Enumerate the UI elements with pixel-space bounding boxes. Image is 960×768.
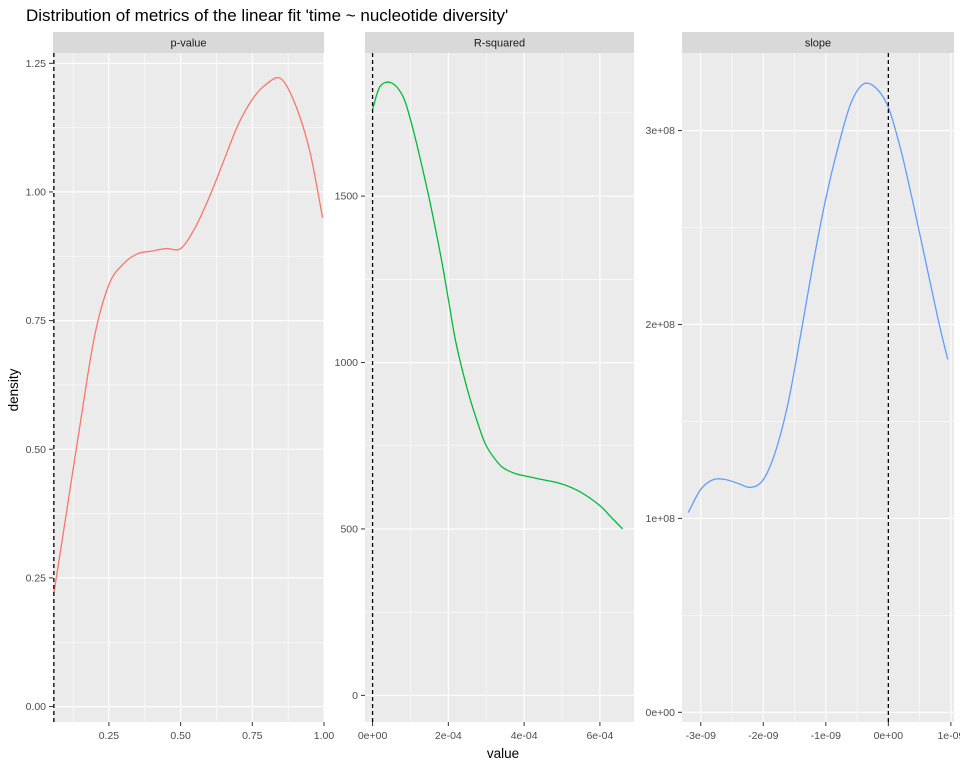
- y-tick-label: 0.75: [26, 315, 47, 327]
- x-tick-label: 1e-09: [937, 730, 960, 742]
- facet-strip: [365, 32, 634, 53]
- facet-panel-slope: slope -3e-09 -2e-09 -1e-09 0e+00 1e-09 0e+00 1e…: [646, 32, 960, 742]
- x-axis-title: value: [487, 746, 519, 761]
- y-tick-label: 1.00: [26, 186, 47, 198]
- panel-background: [682, 53, 954, 722]
- facet-strip: [682, 32, 954, 53]
- x-tick-label: 2e-04: [435, 730, 462, 742]
- y-tick-label: 0.25: [26, 572, 47, 584]
- y-tick-label: 1500: [335, 191, 359, 203]
- facet-strip: [53, 32, 324, 53]
- x-tick-label: 0.25: [99, 730, 120, 742]
- y-tick-label: 3e+08: [646, 125, 676, 137]
- x-tick-label: -2e-09: [748, 730, 779, 742]
- density-line-r-squared: [371, 81, 624, 530]
- y-tick-label: 0e+00: [646, 707, 676, 719]
- y-tick-label: 2e+08: [646, 319, 676, 331]
- panel-background: [365, 53, 634, 722]
- y-tick-label: 0: [352, 690, 358, 702]
- facet-strip-label: R-squared: [474, 38, 525, 50]
- y-tick-label: 0.00: [26, 701, 47, 713]
- facet-panel-p-value: p-value 0.25 0.50 0.75 1.00 0.00 0.25 0.50 0.75 1…: [26, 32, 335, 742]
- x-tick-label: -3e-09: [686, 730, 717, 742]
- x-tick-label: -1e-09: [811, 730, 842, 742]
- density-line-p-value: [53, 76, 324, 594]
- x-tick-label: 0.50: [170, 730, 191, 742]
- x-tick-label: 0.75: [242, 730, 263, 742]
- facet-panel-r-squared: R-squared 0e+00 2e-04 4e-04 6e-04 0 500 1000 150…: [335, 32, 634, 742]
- y-tick-label: 1000: [335, 357, 359, 369]
- y-tick-label: 500: [340, 523, 358, 535]
- facet-strip-label: p-value: [170, 38, 206, 50]
- x-tick-label: 6e-04: [586, 730, 613, 742]
- y-tick-label: 1e+08: [646, 513, 676, 525]
- facet-strip-label: slope: [805, 38, 831, 50]
- x-tick-label: 1.00: [314, 730, 335, 742]
- facet-panels: p-value 0.25 0.50 0.75 1.00 0.00 0.25 0.50 0.75 1…: [26, 32, 960, 742]
- y-tick-label: 1.25: [26, 58, 47, 70]
- x-tick-label: 0e+00: [874, 730, 904, 742]
- x-tick-label: 0e+00: [358, 730, 388, 742]
- y-tick-label: 0.50: [26, 444, 47, 456]
- y-axis-title: density: [6, 368, 21, 411]
- panel-background: [53, 53, 324, 722]
- density-line-slope: [687, 82, 949, 513]
- x-tick-label: 4e-04: [511, 730, 538, 742]
- chart-title: Distribution of metrics of the linear fi…: [26, 6, 508, 25]
